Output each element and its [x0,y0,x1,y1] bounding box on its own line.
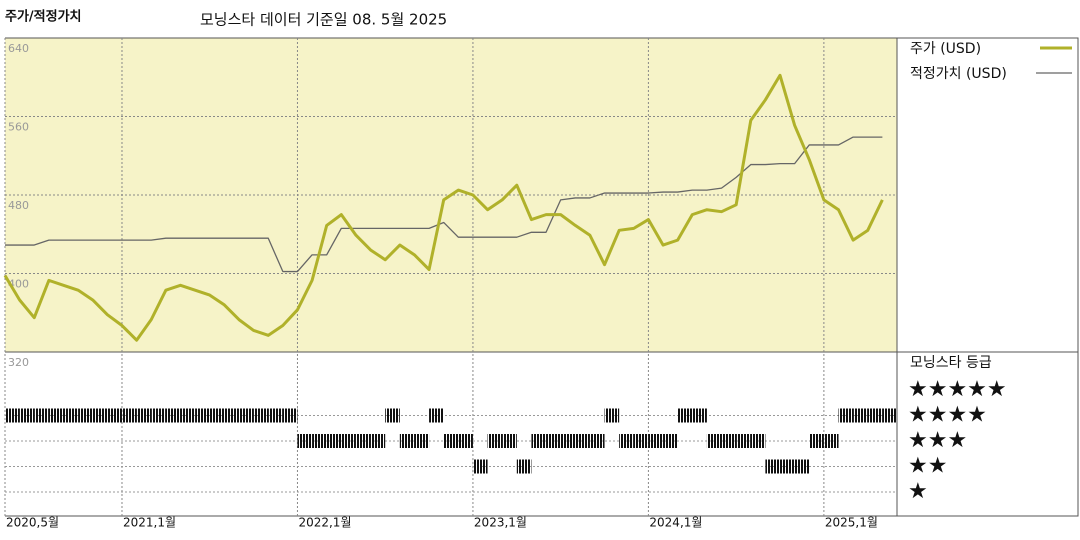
rating-bar [589,434,605,448]
rating-bar [238,408,254,423]
rating-bar [312,434,327,448]
rating-bar [794,459,810,474]
rating-bar [165,408,181,423]
rating-bar [136,408,152,423]
rating-bar [385,408,400,423]
series-line [5,136,883,273]
rating-bar [809,434,824,448]
rating-bar [546,434,561,448]
rating-bar [677,408,693,423]
rating-bar [78,408,93,423]
rating-bar [487,434,503,448]
rating-bar [692,408,707,423]
y-tick-label: 560 [8,121,29,134]
rating-bar [736,434,751,448]
rating-legend: ★★★★ [908,403,987,428]
rating-bar [19,408,35,423]
y-tick-label: 640 [8,42,29,55]
rating-bar [823,434,839,448]
rating-bar [209,408,225,423]
rating-bar [867,408,883,423]
chart-subtitle: 모닝스타 데이터 기준일 08. 5월 2025 [200,11,447,29]
x-tick-label: 2022,1월 [298,516,351,530]
rating-legend: ★★★ [908,428,967,453]
rating-bar [575,434,590,448]
rating-bar [151,408,166,423]
rating-bar [121,408,137,423]
rating-bar [224,408,239,423]
rating-bar [107,408,122,423]
rating-bar [92,408,108,423]
rating-bar [414,434,430,448]
rating-bar [399,434,415,448]
y-tick-label: 320 [8,356,29,369]
rating-bar [195,408,210,423]
rating-bar [253,408,269,423]
rating-bar [619,434,634,448]
rating-bar [633,434,649,448]
rating-bar [63,408,79,423]
rating-bar [706,434,722,448]
rating-bar [429,408,444,423]
rating-bar [282,408,298,423]
x-tick-label: 2020,5월 [6,516,59,530]
rating-bar [765,459,781,474]
rating-bar [882,408,897,423]
rating-bar [780,459,795,474]
rating-bar [326,434,342,448]
legend-label: 적정가치 (USD) [910,66,1007,82]
rating-bar [443,434,459,448]
rating-bar [180,408,196,423]
rating-bar [721,434,737,448]
rating-bar [48,408,64,423]
legend-panel [896,37,1079,517]
rating-bar [297,434,313,448]
series-line [3,73,884,342]
rating-bar [458,434,473,448]
rating-legend: ★★ [908,454,947,479]
rating-legend: ★★★★★ [908,377,1007,402]
rating-bar [5,408,20,423]
rating-bar [355,434,371,448]
rating-bar [560,434,576,448]
x-tick-label: 2025,1월 [825,516,878,530]
y-tick-label: 480 [8,199,29,212]
x-tick-label: 2023,1월 [474,516,527,530]
rating-legend: ★ [908,479,928,504]
rating-bar [838,408,854,423]
rating-bar [853,408,868,423]
rating-bar [648,434,664,448]
rating-title: 모닝스타 등급 [910,355,992,371]
rating-bar [516,459,532,474]
x-tick-label: 2024,1월 [649,516,702,530]
rating-bar [531,434,547,448]
rating-bar [341,434,356,448]
rating-bar [750,434,766,448]
rating-bar [472,459,488,474]
rating-bar [502,434,517,448]
rating-bar [370,434,386,448]
chart-title: 주가/적정가치 [5,9,82,25]
rating-bar [663,434,678,448]
rating-bar [604,408,620,423]
rating-bar [34,408,49,423]
x-tick-label: 2021,1월 [123,516,176,530]
rating-bar [268,408,283,423]
legend-label: 주가 (USD) [910,41,981,57]
